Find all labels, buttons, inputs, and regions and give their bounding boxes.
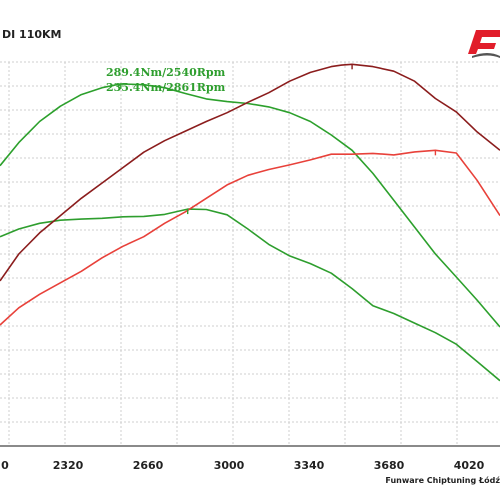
series-line-stock-power [0, 149, 500, 326]
x-tick-label: 3680 [374, 459, 405, 472]
annotation-tuned-torque: 289.4Nm/2540Rpm [106, 66, 226, 79]
series-line-stock-torque [0, 208, 500, 382]
x-tick-label: 2660 [133, 459, 164, 472]
x-tick-label: 3000 [214, 459, 245, 472]
funware-logo-icon [468, 30, 500, 58]
peak-markers [120, 64, 437, 215]
x-tick-label: 4020 [454, 459, 485, 472]
series-group [0, 63, 500, 382]
grid [0, 61, 500, 447]
series-line-tuned-torque [0, 83, 500, 328]
page-title: DI 110KM [2, 28, 62, 41]
annotation-stock-torque: 235.4Nm/2861Rpm [106, 81, 226, 94]
x-tick-label: 3340 [294, 459, 325, 472]
x-ticks: 0 2320 2660 3000 3340 3680 4020 [1, 459, 484, 472]
credit-text: Funware Chiptuning Łódź [385, 475, 500, 485]
x-tick-label: 0 [1, 459, 9, 472]
x-tick-label: 2320 [53, 459, 84, 472]
series-line-tuned-power [0, 63, 500, 282]
